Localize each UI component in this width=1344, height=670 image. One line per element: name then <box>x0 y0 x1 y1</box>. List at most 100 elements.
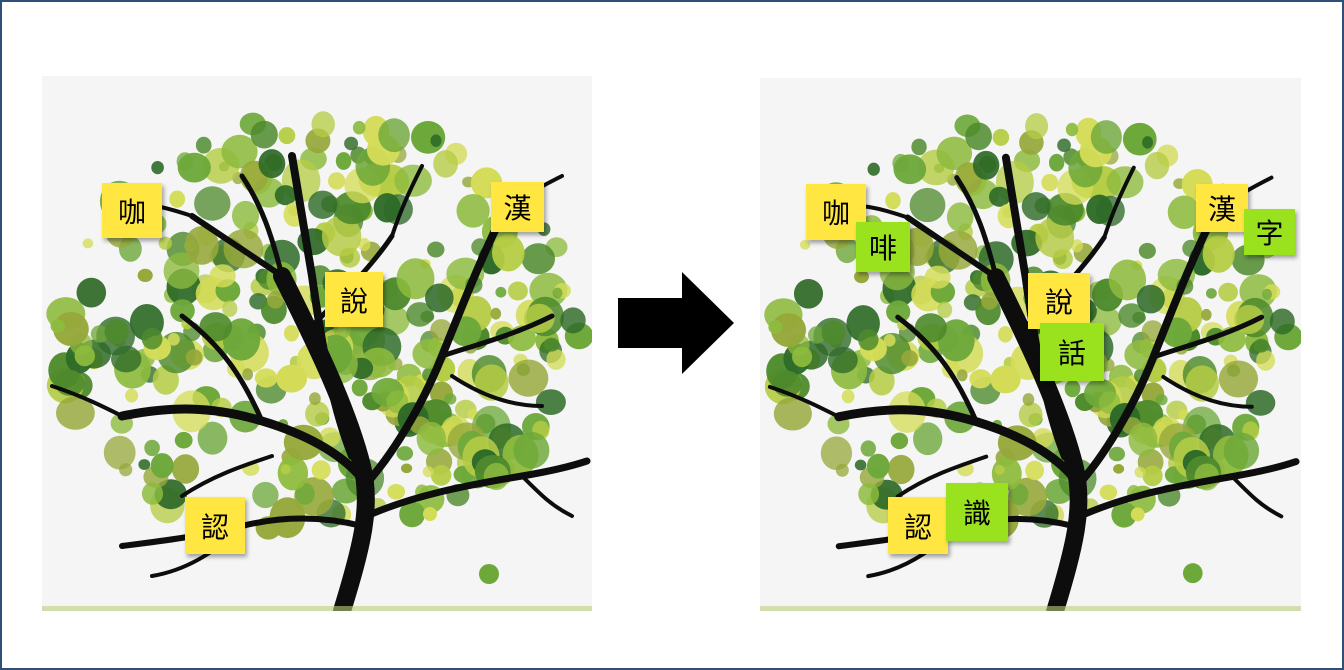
leaf <box>222 300 238 317</box>
leaf <box>886 300 911 324</box>
leaf <box>328 172 346 190</box>
leaf <box>209 264 236 288</box>
leaf <box>937 301 953 318</box>
leaf <box>222 318 261 361</box>
leaf <box>274 185 297 206</box>
leaf <box>351 379 368 397</box>
leaf <box>1138 242 1156 259</box>
leaf <box>1022 393 1035 406</box>
leaf <box>1111 501 1137 528</box>
sticky-note-wa: 話 <box>1040 323 1104 381</box>
leaf <box>167 333 180 346</box>
leaf <box>232 200 259 231</box>
leaf <box>444 393 457 405</box>
leaf <box>151 161 164 175</box>
leaf <box>174 431 193 449</box>
leaf <box>887 454 915 485</box>
leaf <box>956 369 968 382</box>
leaf <box>406 302 434 327</box>
leaf <box>543 337 560 352</box>
tree-illustration <box>42 111 592 611</box>
leaf <box>1128 422 1158 457</box>
leaf <box>1253 338 1270 353</box>
sticky-note-nin: 認 <box>185 497 245 554</box>
leaf <box>1064 380 1081 398</box>
leaf <box>319 427 341 448</box>
leaf <box>258 149 286 179</box>
leaf <box>1090 120 1122 154</box>
leaf <box>1021 192 1051 221</box>
leaf <box>254 368 278 388</box>
leaf <box>311 111 335 138</box>
leaf <box>768 320 783 334</box>
leaf <box>854 270 869 284</box>
leaf <box>1113 464 1125 474</box>
leaf <box>76 277 107 308</box>
leaf <box>169 190 186 208</box>
leaf <box>416 421 446 456</box>
sticky-note-hi: 啡 <box>856 222 910 272</box>
leaf <box>266 291 284 309</box>
sticky-note-kan: 漢 <box>491 182 544 232</box>
leaf <box>433 150 458 178</box>
leaf <box>841 389 855 404</box>
leaf <box>195 136 212 154</box>
leaf <box>911 138 927 156</box>
leaf <box>773 397 812 431</box>
leaf <box>378 118 410 153</box>
leaf <box>401 463 413 474</box>
tree-branches <box>50 152 591 611</box>
leaf <box>138 459 151 470</box>
leaf <box>344 136 359 151</box>
leaf <box>1142 136 1153 149</box>
leaf <box>171 454 200 484</box>
leaf <box>924 265 951 289</box>
leaf <box>119 463 133 477</box>
leaf <box>890 432 909 450</box>
leaf <box>913 422 943 456</box>
leaf <box>820 436 853 471</box>
leaf <box>158 236 172 250</box>
leaf <box>305 401 330 427</box>
leaf <box>396 258 435 300</box>
leaf <box>90 325 109 343</box>
leaf <box>284 325 299 342</box>
leaf <box>1245 390 1276 416</box>
leaf <box>854 459 867 471</box>
leaf <box>1118 303 1145 328</box>
leaf <box>430 134 442 147</box>
leaf <box>103 435 136 470</box>
leaf <box>885 192 901 210</box>
leaf <box>141 482 164 505</box>
leaf <box>860 440 876 457</box>
leaf <box>866 453 890 479</box>
leaf <box>1108 446 1126 462</box>
leaf <box>792 346 813 368</box>
leaf <box>335 152 352 170</box>
leaf <box>893 154 927 185</box>
sticky-note-nin: 認 <box>888 497 948 554</box>
leaf <box>308 190 338 219</box>
tree-illustration <box>760 113 1301 611</box>
leaf <box>1134 466 1146 478</box>
leaf <box>373 193 401 223</box>
leaf <box>422 466 434 478</box>
leaf <box>867 162 880 176</box>
leaf <box>321 215 362 257</box>
fallen-leaves <box>1130 507 1203 584</box>
leaf <box>1167 195 1201 230</box>
leaf <box>277 456 309 491</box>
leaf <box>170 299 195 323</box>
leaf <box>137 268 153 282</box>
leaf <box>1256 350 1276 371</box>
leaf <box>1201 308 1212 321</box>
leaf <box>1025 460 1044 481</box>
leaf <box>221 134 258 169</box>
leaf <box>311 460 331 480</box>
leaf <box>1065 122 1079 137</box>
leaf <box>909 187 946 223</box>
leaf <box>280 464 291 475</box>
leaf <box>914 313 947 343</box>
leaf <box>197 421 228 455</box>
